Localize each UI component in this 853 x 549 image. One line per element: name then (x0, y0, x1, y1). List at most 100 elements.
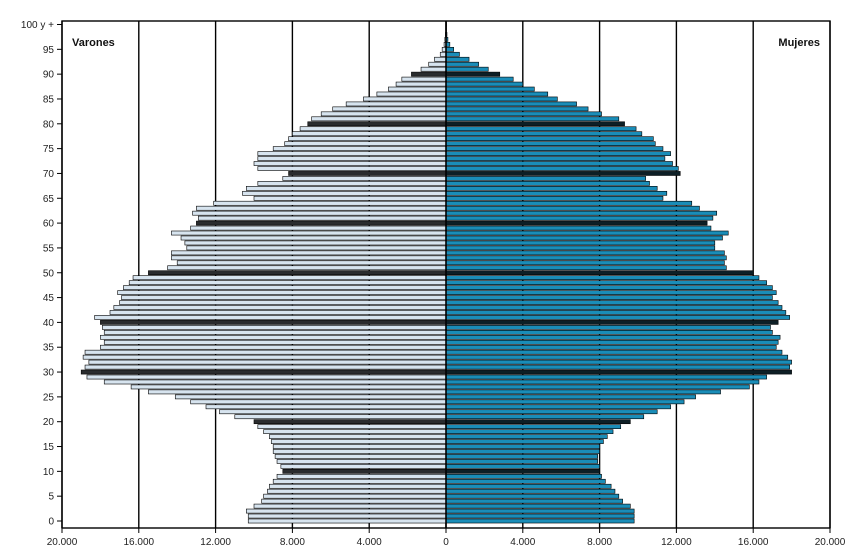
bar-mujeres-age-79 (445, 126, 637, 132)
bar-varones-age-73 (257, 156, 447, 161)
bar-mujeres-age-69 (445, 176, 646, 181)
bar-varones-age-93 (434, 56, 447, 62)
bar-varones-age-61 (198, 215, 447, 221)
bar-mujeres-age-46 (445, 290, 777, 295)
bar-mujeres-age-66 (445, 190, 668, 196)
bar-varones-age-51 (167, 265, 447, 271)
x-tick-label-3: 8.000 (280, 537, 305, 548)
y-axis-ticks: 0 5 10 15 20 25 30 35 40 45 50 55 60 65 70 75 80 85 90 95 10… (21, 20, 62, 528)
bar-mujeres-age-59 (445, 225, 712, 231)
y-tick-label-0: 0 (48, 517, 54, 528)
bar-varones-age-43 (113, 305, 447, 310)
bar-varones-age-84 (345, 101, 447, 107)
bar-mujeres-age-54 (445, 250, 725, 256)
bar-mujeres-age-43 (445, 305, 783, 310)
bar-mujeres-age-62 (445, 210, 718, 216)
bar-mujeres-age-91 (445, 66, 489, 72)
bar-mujeres-age-19 (445, 424, 622, 430)
bar-varones-age-86 (376, 91, 447, 97)
bar-mujeres-age-78 (445, 131, 643, 137)
bar-mujeres-age-83 (445, 106, 589, 112)
y-tick-label-5: 25 (43, 392, 55, 403)
y-tick-label-19: 95 (43, 45, 55, 56)
bar-varones-age-3 (253, 503, 447, 509)
bar-varones-age-35 (100, 344, 447, 350)
x-tick-label-6: 4.000 (510, 537, 535, 548)
bar-varones-age-36 (103, 339, 447, 345)
decade-band-age-70 (288, 171, 681, 176)
y-tick-label-8: 40 (43, 318, 55, 329)
bar-varones-age-34 (84, 349, 447, 355)
bar-mujeres-age-73 (445, 156, 666, 161)
y-tick-label-16: 80 (43, 119, 55, 130)
y-tick-label-7: 35 (43, 343, 55, 354)
bar-varones-age-11 (280, 464, 447, 469)
x-tick-label-8: 12.000 (661, 537, 692, 548)
bar-varones-age-78 (292, 131, 447, 137)
bar-mujeres-age-89 (445, 76, 514, 82)
bar-varones-age-54 (171, 250, 447, 256)
bar-mujeres-age-24 (445, 399, 685, 405)
bar-mujeres-age-33 (445, 354, 789, 360)
bar-mujeres-age-93 (445, 56, 470, 62)
y-tick-label-17: 85 (43, 94, 55, 105)
y-tick-label-9: 45 (43, 293, 55, 304)
bar-varones-age-28 (103, 379, 447, 385)
bar-mujeres-age-68 (445, 181, 650, 186)
bar-varones-age-49 (132, 275, 447, 281)
right-label-mujeres: Mujeres (778, 37, 820, 49)
bar-mujeres-age-39 (445, 325, 771, 330)
bar-varones-age-48 (128, 280, 447, 286)
bar-varones-age-92 (428, 61, 447, 67)
bar-varones-age-46 (117, 290, 447, 295)
bar-mujeres-age-44 (445, 300, 779, 305)
bar-mujeres-age-27 (445, 384, 750, 390)
bar-varones-age-63 (196, 205, 447, 211)
bar-mujeres-age-86 (445, 91, 549, 97)
bar-varones-age-1 (247, 513, 447, 519)
bar-varones-age-55 (186, 245, 447, 251)
bar-mujeres-age-61 (445, 215, 714, 221)
x-tick-label-1: 16.000 (124, 537, 155, 548)
bar-mujeres-age-37 (445, 334, 781, 340)
bar-mujeres-age-28 (445, 379, 760, 385)
bar-varones-age-24 (190, 399, 447, 405)
bar-varones-age-57 (180, 235, 447, 241)
bar-varones-age-15 (272, 444, 447, 449)
bar-varones-age-53 (171, 255, 447, 261)
bar-varones-age-17 (269, 434, 447, 439)
bar-mujeres-age-95 (445, 46, 454, 52)
bar-varones-age-69 (282, 176, 447, 181)
bar-varones-age-87 (388, 86, 447, 92)
bar-mujeres-age-76 (445, 141, 656, 146)
decade-band-age-30 (81, 370, 792, 375)
bar-mujeres-age-57 (445, 235, 723, 241)
bar-mujeres-age-56 (445, 240, 716, 246)
bar-mujeres-age-3 (445, 503, 631, 509)
x-tick-label-7: 8.000 (587, 537, 612, 548)
bar-mujeres-age-64 (445, 200, 693, 206)
bar-mujeres-age-25 (445, 394, 696, 400)
bar-mujeres-age-63 (445, 205, 700, 211)
bar-mujeres-age-22 (445, 409, 658, 415)
decade-band-age-50 (148, 270, 754, 275)
bar-varones-age-47 (123, 285, 447, 290)
bar-varones-age-56 (184, 240, 447, 246)
bar-varones-age-9 (276, 473, 447, 479)
y-tick-label-3: 15 (43, 442, 55, 453)
bar-varones-age-7 (269, 483, 447, 489)
x-axis-ticks: 20.000 16.000 12.000 8.000 4.000 0 4.000 8.000 1… (47, 528, 846, 548)
bar-varones-age-39 (102, 325, 447, 330)
y-tick-label-15: 75 (43, 144, 55, 155)
bar-mujeres-age-47 (445, 285, 773, 290)
bar-varones-age-6 (267, 488, 447, 494)
y-tick-label-12: 60 (43, 219, 55, 230)
left-label-varones: Varones (72, 37, 115, 49)
bar-mujeres-age-2 (445, 508, 635, 514)
bar-varones-age-0 (247, 518, 447, 524)
bar-varones-age-74 (257, 151, 447, 156)
bar-mujeres-age-84 (445, 101, 577, 107)
bar-varones-age-26 (148, 389, 447, 395)
bar-varones-age-45 (121, 295, 447, 300)
